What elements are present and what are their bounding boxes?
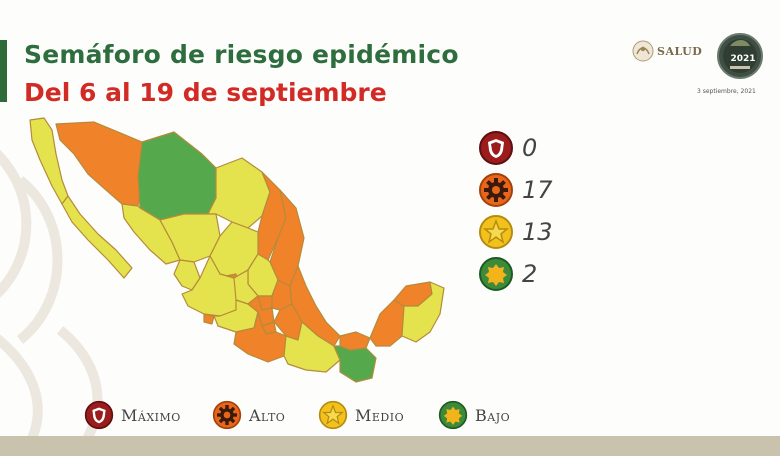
count-maximo: 0 [522,134,538,162]
salud-emblem-icon [632,40,654,62]
count-alto: 17 [522,176,553,204]
shield-icon [84,400,114,430]
count-bajo: 2 [522,260,538,288]
badge-icon [479,257,513,291]
seal-2021-icon [717,33,763,79]
legend-label-bajo: Bajo [475,405,511,425]
date-note: 3 septiembre, 2021 [697,88,756,95]
state-campeche [369,299,405,347]
count-medio: 13 [522,218,553,246]
state-chihuahua [137,131,217,221]
star-icon [479,215,513,249]
summary-row-bajo: 2 [478,256,537,292]
seal-year-label: 2021 [730,54,756,64]
legend-item-maximo: Máximo [84,400,181,430]
state-baja-california-sur [61,195,133,279]
summary-row-medio: 13 [478,214,553,250]
bottom-bar [0,436,780,456]
legend-label-medio: Medio [355,405,405,425]
state-guerrero [233,311,287,363]
gear-icon [212,400,242,430]
shield-icon [479,131,513,165]
state-coahuila [207,157,271,229]
mexico-risk-map [29,117,445,383]
badge-icon [438,400,468,430]
legend-item-medio: Medio [318,400,404,430]
map-legend: Máximo Alto Medio Bajo [84,400,544,432]
summary-row-alto: 17 [478,172,553,208]
state-colima [203,313,215,325]
page-title: Semáforo de riesgo epidémico [24,40,459,69]
state-quintana-roo [401,281,445,343]
star-icon [318,400,348,430]
state-sonora [55,121,143,207]
state-chiapas [333,345,377,383]
salud-logo: SALUD [632,40,702,62]
legend-label-maximo: Máximo [121,405,181,425]
legend-item-alto: Alto [212,400,285,430]
gear-icon [479,173,513,207]
title-accent-bar [0,40,7,102]
legend-item-bajo: Bajo [438,400,510,430]
logo-area: SALUD 2021 [628,30,778,110]
legend-label-alto: Alto [249,405,286,425]
salud-label: SALUD [657,44,703,58]
date-range-subtitle: Del 6 al 19 de septiembre [24,78,387,107]
summary-row-maximo: 0 [478,130,537,166]
